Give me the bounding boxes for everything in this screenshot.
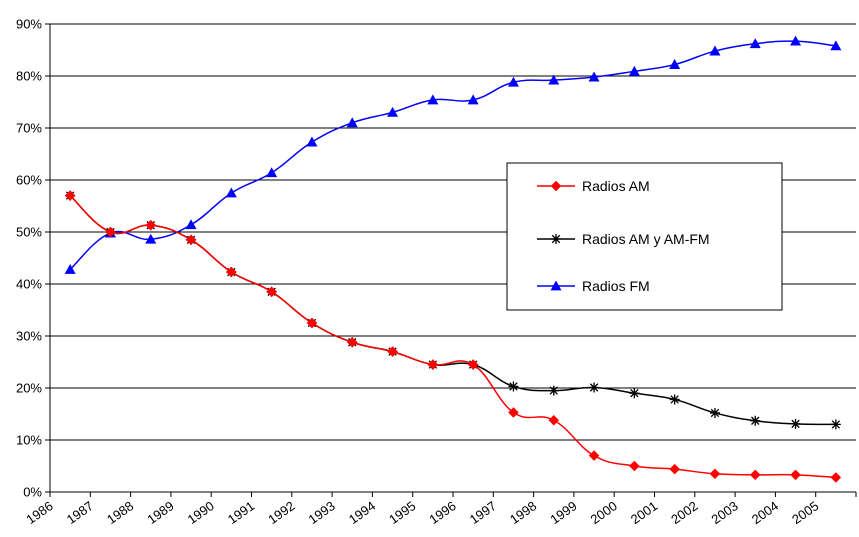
y-tick-label: 40% — [16, 277, 42, 292]
data-point — [467, 94, 479, 105]
data-point — [588, 71, 600, 82]
data-point — [669, 463, 681, 475]
data-point — [709, 45, 721, 56]
series-line — [69, 40, 836, 270]
data-point — [427, 359, 439, 370]
data-point — [790, 35, 802, 46]
data-point — [669, 59, 681, 69]
legend-marker — [550, 180, 562, 192]
y-tick-label: 20% — [16, 381, 42, 396]
data-point — [709, 468, 721, 480]
y-tick-label: 30% — [16, 329, 42, 344]
data-point — [185, 219, 197, 230]
data-point — [185, 234, 197, 246]
y-tick-label: 80% — [16, 69, 42, 84]
data-point — [225, 266, 237, 278]
data-point — [830, 419, 841, 430]
y-tick-labels: 0% 10% 20% 30% 40% 50% 60% 70% 80% 90% — [16, 17, 42, 500]
data-point — [629, 388, 640, 399]
legend-marker — [550, 280, 562, 291]
y-tick-label: 90% — [16, 17, 42, 32]
data-point — [749, 38, 761, 49]
data-point — [750, 415, 761, 426]
data-point — [467, 359, 479, 370]
data-point — [105, 226, 116, 238]
y-tick-label: 0% — [23, 485, 42, 500]
data-point — [790, 418, 801, 429]
data-point — [145, 219, 157, 231]
data-point — [346, 336, 358, 348]
axes — [45, 23, 857, 497]
data-point — [346, 117, 358, 128]
data-point — [508, 407, 519, 418]
data-point — [64, 190, 76, 201]
data-point — [709, 407, 720, 418]
legend-label: Radios AM — [582, 178, 650, 194]
data-point — [387, 346, 398, 357]
data-point — [306, 317, 318, 329]
data-point — [507, 76, 519, 87]
data-point — [548, 74, 560, 85]
data-point — [548, 414, 560, 426]
data-point — [628, 65, 640, 76]
data-point — [64, 263, 76, 274]
data-point — [628, 460, 640, 472]
y-tick-label: 10% — [16, 433, 42, 448]
y-tick-label: 70% — [16, 121, 42, 136]
data-point — [589, 382, 600, 393]
legend-label: Radios FM — [582, 278, 650, 294]
data-point — [225, 187, 237, 198]
legend: Radios AM Radios AM y AM-FM Radios FM — [506, 162, 783, 311]
data-point — [790, 469, 801, 481]
data-point — [830, 40, 842, 51]
series-group — [64, 35, 842, 483]
data-point — [387, 106, 399, 117]
legend-label: Radios AM y AM-FM — [582, 231, 710, 247]
data-point — [266, 286, 278, 298]
data-point — [749, 469, 761, 481]
legend-marker — [551, 234, 561, 244]
y-tick-label: 50% — [16, 225, 42, 240]
data-point — [830, 472, 842, 483]
series-2 — [64, 35, 842, 274]
data-point — [266, 167, 278, 178]
data-point — [588, 450, 600, 461]
data-point — [427, 94, 439, 105]
grid-lines — [50, 23, 856, 441]
data-point — [145, 233, 157, 244]
y-tick-label: 60% — [16, 173, 42, 188]
data-point — [508, 381, 519, 392]
series-0 — [64, 190, 842, 483]
data-point — [306, 136, 318, 147]
data-point — [669, 394, 680, 405]
data-point — [548, 385, 559, 396]
